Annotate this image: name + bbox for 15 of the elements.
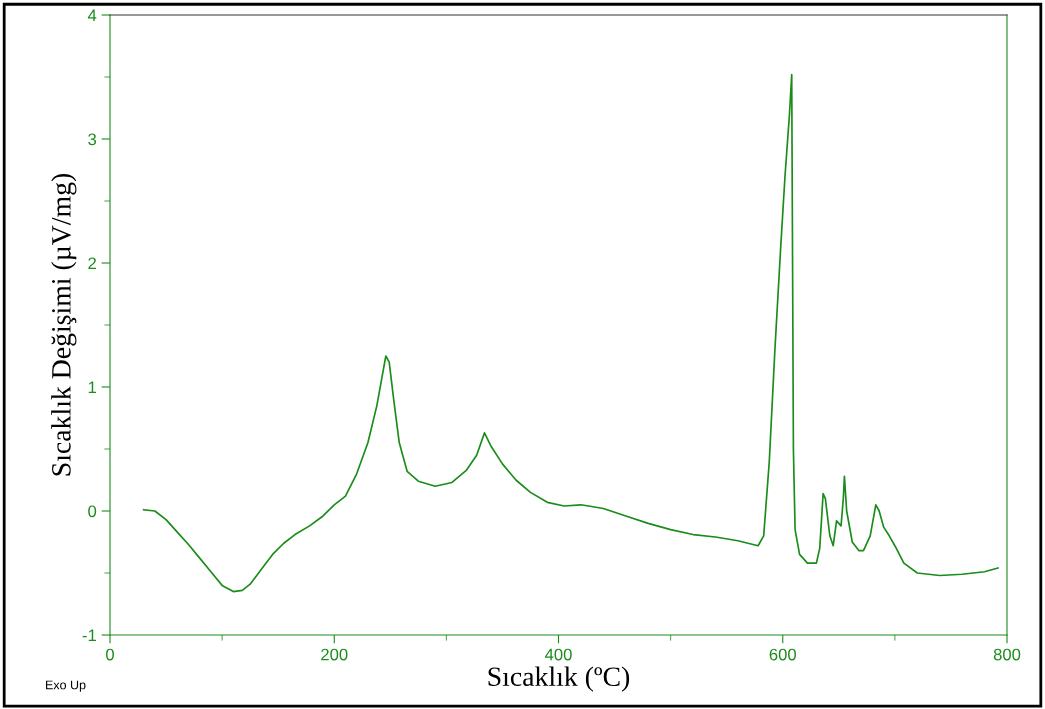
- y-tick-label: -1: [82, 629, 96, 642]
- line-series: [142, 73, 999, 593]
- x-tick-label: 400: [544, 648, 572, 661]
- y-tick-label: 0: [88, 505, 97, 518]
- text: Exo Up: [46, 680, 86, 692]
- x-tick-label: 0: [106, 648, 114, 661]
- y-tick-label: 4: [87, 9, 97, 22]
- y-tick-label: 1: [88, 381, 96, 394]
- x-tick-label: 800: [993, 648, 1021, 661]
- y-tick-label: 3: [88, 133, 97, 146]
- x-tick-label: 200: [321, 648, 348, 661]
- y-axis-title: Sıcaklık Değişimi (µV/mg): [51, 173, 77, 476]
- y-tick-label: 2: [88, 257, 96, 270]
- x-axis-title: Sıcaklık (ºC): [488, 666, 630, 692]
- x-tick-label: 600: [769, 648, 796, 661]
